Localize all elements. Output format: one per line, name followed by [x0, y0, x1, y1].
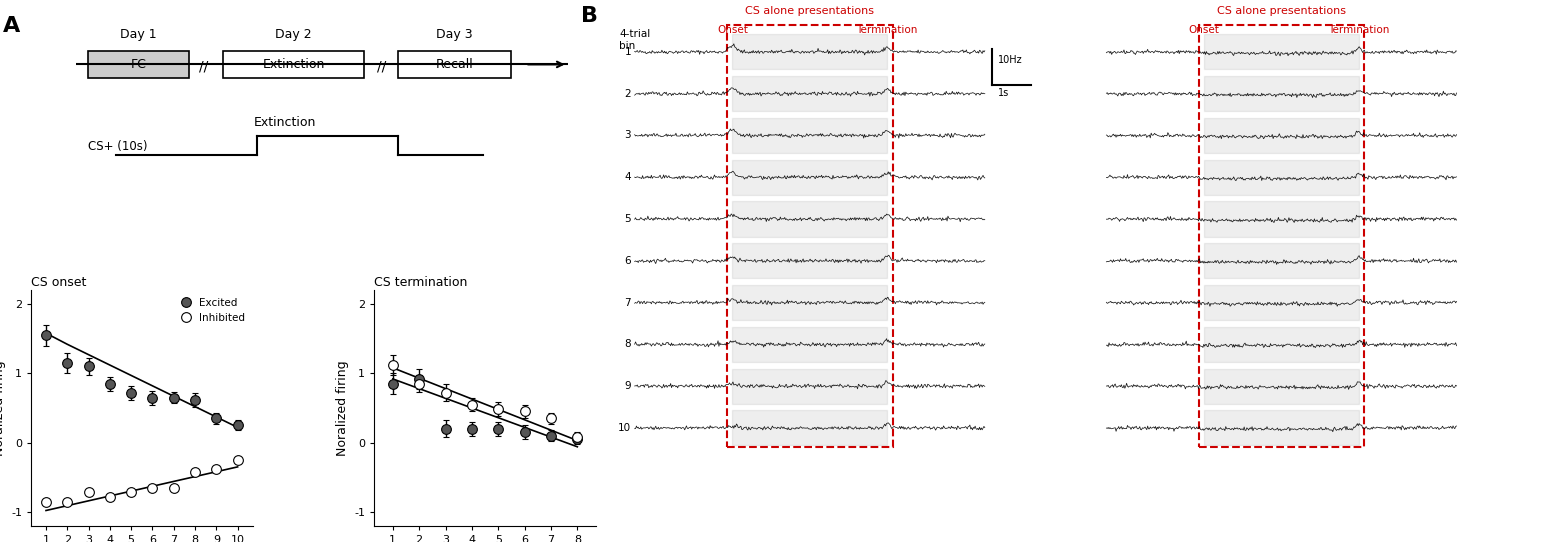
- Text: Onset: Onset: [1188, 25, 1219, 35]
- Bar: [726, 25, 893, 447]
- Text: A: A: [3, 16, 20, 36]
- Text: 1s: 1s: [998, 88, 1009, 98]
- Text: Day 3: Day 3: [437, 28, 473, 41]
- Text: Termination: Termination: [857, 25, 917, 35]
- Text: 8: 8: [625, 339, 631, 350]
- Y-axis label: Noralized firing: Noralized firing: [0, 360, 6, 456]
- Text: Extinction: Extinction: [253, 117, 316, 130]
- Text: 10Hz: 10Hz: [998, 55, 1022, 64]
- Text: CS alone presentations: CS alone presentations: [745, 7, 874, 16]
- Bar: [1199, 25, 1364, 447]
- Text: 1: 1: [625, 47, 631, 57]
- Text: CS+ (10s): CS+ (10s): [87, 140, 148, 153]
- Text: CS termination: CS termination: [375, 276, 468, 289]
- Text: 4: 4: [625, 172, 631, 182]
- Text: Day 2: Day 2: [275, 28, 313, 41]
- Text: 10: 10: [617, 423, 631, 433]
- Text: 6: 6: [625, 256, 631, 266]
- Text: //: //: [199, 60, 208, 73]
- Text: 3: 3: [625, 131, 631, 140]
- Text: CS onset: CS onset: [31, 276, 87, 289]
- Y-axis label: Noralized firing: Noralized firing: [336, 360, 348, 456]
- Text: Onset: Onset: [717, 25, 748, 35]
- Text: Day 1: Day 1: [120, 28, 157, 41]
- Text: 4-trial
bin: 4-trial bin: [619, 29, 650, 50]
- Text: 7: 7: [625, 298, 631, 308]
- Text: Termination: Termination: [1328, 25, 1390, 35]
- Legend: Excited, Inhibited: Excited, Inhibited: [173, 295, 247, 325]
- Text: B: B: [582, 6, 599, 26]
- Text: 2: 2: [625, 89, 631, 99]
- FancyBboxPatch shape: [222, 51, 364, 78]
- Text: CS alone presentations: CS alone presentations: [1218, 7, 1347, 16]
- Text: 5: 5: [625, 214, 631, 224]
- FancyBboxPatch shape: [398, 51, 512, 78]
- Text: Extinction: Extinction: [263, 58, 325, 71]
- Text: 9: 9: [625, 381, 631, 391]
- Text: //: //: [376, 60, 386, 73]
- Text: Recall: Recall: [435, 58, 474, 71]
- Text: FC: FC: [131, 58, 146, 71]
- FancyBboxPatch shape: [87, 51, 190, 78]
